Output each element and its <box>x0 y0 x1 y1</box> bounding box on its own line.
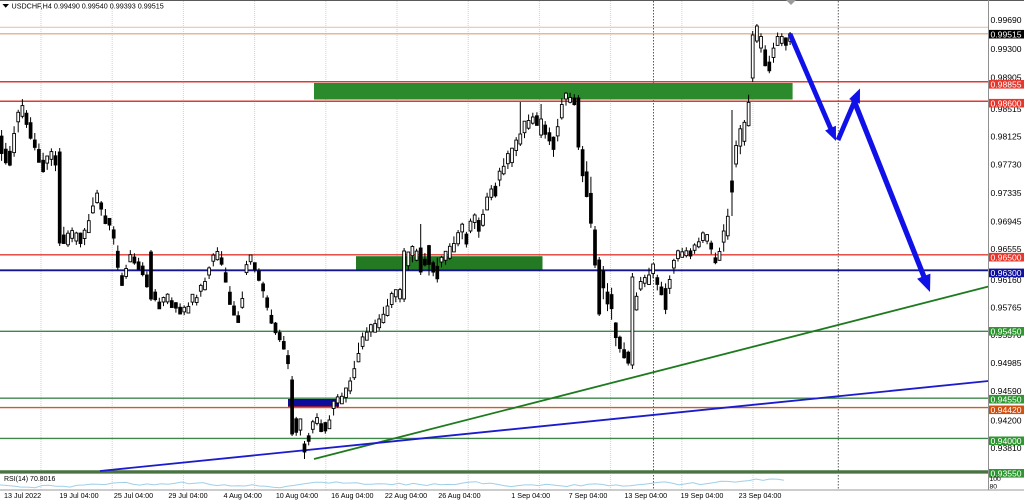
svg-text:0.93550: 0.93550 <box>991 468 1022 478</box>
svg-text:0.96555: 0.96555 <box>991 244 1022 254</box>
svg-text:100: 100 <box>990 476 1002 483</box>
svg-text:0.97335: 0.97335 <box>991 188 1022 198</box>
svg-text:19 Jul 04:00: 19 Jul 04:00 <box>59 491 98 500</box>
svg-text:0.98515: 0.98515 <box>991 104 1022 114</box>
svg-text:1 Sep 04:00: 1 Sep 04:00 <box>511 491 550 500</box>
svg-text:0.95765: 0.95765 <box>991 303 1022 313</box>
svg-text:0.97730: 0.97730 <box>991 160 1022 170</box>
svg-text:0.99515: 0.99515 <box>991 29 1022 39</box>
svg-text:7 Sep 04:00: 7 Sep 04:00 <box>569 491 608 500</box>
svg-text:0.94985: 0.94985 <box>991 358 1022 368</box>
svg-text:0.95450: 0.95450 <box>991 326 1022 336</box>
svg-text:10 Aug 04:00: 10 Aug 04:00 <box>276 491 318 500</box>
svg-text:80: 80 <box>990 484 998 491</box>
svg-text:0.98600: 0.98600 <box>991 98 1022 108</box>
svg-text:0.99690: 0.99690 <box>991 15 1022 25</box>
svg-text:0.94550: 0.94550 <box>991 394 1022 404</box>
svg-text:0.96300: 0.96300 <box>991 268 1022 278</box>
svg-text:0.96500: 0.96500 <box>991 252 1022 262</box>
svg-text:19 Sep 04:00: 19 Sep 04:00 <box>681 491 724 500</box>
svg-text:0.98905: 0.98905 <box>991 73 1022 83</box>
svg-text:0.94590: 0.94590 <box>991 386 1022 396</box>
svg-text:22 Aug 04:00: 22 Aug 04:00 <box>385 491 427 500</box>
svg-text:25 Jul 04:00: 25 Jul 04:00 <box>114 491 153 500</box>
svg-text:29 Jul 04:00: 29 Jul 04:00 <box>168 491 207 500</box>
svg-text:16 Aug 04:00: 16 Aug 04:00 <box>331 491 373 500</box>
svg-text:0.94420: 0.94420 <box>991 405 1022 415</box>
svg-text:USDCHF,H4 0.99490 0.99540 0.9: USDCHF,H4 0.99490 0.99540 0.99393 0.9951… <box>12 1 164 10</box>
svg-text:0.96160: 0.96160 <box>991 275 1022 285</box>
svg-text:26 Aug 04:00: 26 Aug 04:00 <box>438 491 480 500</box>
svg-text:RSI(14) 70.8016: RSI(14) 70.8016 <box>4 476 55 483</box>
svg-text:0.98855: 0.98855 <box>991 79 1022 89</box>
svg-text:23 Sep 04:00: 23 Sep 04:00 <box>739 491 782 500</box>
svg-text:4 Aug 04:00: 4 Aug 04:00 <box>224 491 262 500</box>
svg-text:13 Jul 2022: 13 Jul 2022 <box>4 491 41 500</box>
svg-text:0.99300: 0.99300 <box>991 44 1022 54</box>
svg-text:0.98125: 0.98125 <box>991 131 1022 141</box>
svg-text:13 Sep 04:00: 13 Sep 04:00 <box>624 491 667 500</box>
svg-text:0.94200: 0.94200 <box>991 416 1022 426</box>
svg-text:0.93810: 0.93810 <box>991 443 1022 453</box>
svg-text:0.94000: 0.94000 <box>991 436 1022 446</box>
svg-text:0.96945: 0.96945 <box>991 216 1022 226</box>
